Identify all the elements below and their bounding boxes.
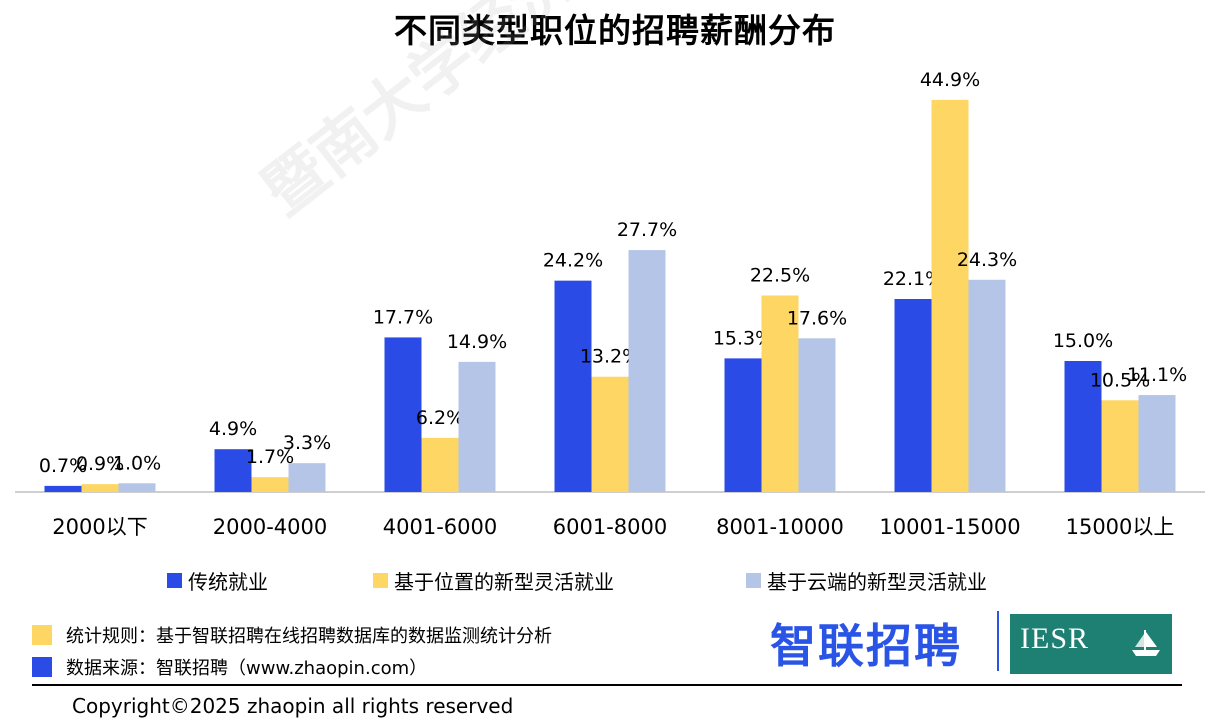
bar-4-2 bbox=[798, 338, 836, 492]
chart-title: 不同类型职位的招聘薪酬分布 bbox=[394, 11, 836, 50]
note-source-swatch bbox=[32, 657, 52, 677]
data-label-5-0: 22.1% bbox=[883, 268, 943, 290]
data-label-4-1: 22.5% bbox=[750, 265, 810, 287]
note-source-text: 数据来源：智联招聘（www.zhaopin.com） bbox=[66, 658, 428, 679]
bar-2-0 bbox=[384, 337, 422, 492]
bar-4-1 bbox=[761, 295, 799, 492]
x-tick-label-4: 8001-10000 bbox=[716, 515, 844, 539]
data-label-4-2: 17.6% bbox=[787, 307, 847, 329]
bar-5-2 bbox=[968, 279, 1006, 492]
data-label-4-0: 15.3% bbox=[713, 327, 773, 349]
data-label-0-0: 0.7% bbox=[39, 455, 87, 477]
x-tick-label-0: 2000以下 bbox=[52, 515, 147, 539]
iesr-logo: IESR bbox=[1010, 614, 1172, 674]
note-statistics-rule: 统计规则：基于智联招聘在线招聘数据库的数据监测统计分析 bbox=[32, 622, 552, 648]
bar-5-0 bbox=[894, 298, 932, 492]
legend-label-cloud-based: 基于云端的新型灵活就业 bbox=[767, 570, 987, 594]
x-tick-label-2: 4001-6000 bbox=[383, 515, 497, 539]
data-label-6-0: 15.0% bbox=[1053, 330, 1113, 352]
bar-0-1 bbox=[81, 484, 119, 492]
legend-item-cloud-based: 基于云端的新型灵活就业 bbox=[746, 566, 987, 595]
data-label-1-2: 3.3% bbox=[283, 432, 331, 454]
note-rule-swatch bbox=[32, 625, 52, 645]
bar-6-2 bbox=[1138, 395, 1176, 492]
legend-item-traditional: 传统就业 bbox=[167, 566, 268, 595]
x-tick-label-6: 15000以上 bbox=[1066, 515, 1175, 539]
legend-label-location-based: 基于位置的新型灵活就业 bbox=[394, 570, 614, 594]
bar-1-2 bbox=[288, 463, 326, 492]
legend-swatch-location-based bbox=[373, 573, 388, 588]
legend-swatch-cloud-based bbox=[746, 573, 761, 588]
legend-swatch-traditional bbox=[167, 573, 182, 588]
data-label-3-0: 24.2% bbox=[543, 250, 603, 272]
bar-3-0 bbox=[554, 280, 592, 492]
note-data-source: 数据来源：智联招聘（www.zhaopin.com） bbox=[32, 654, 427, 680]
bar-1-1 bbox=[251, 477, 289, 492]
data-label-0-2: 1.0% bbox=[113, 452, 161, 474]
ship-icon bbox=[1132, 630, 1160, 656]
data-label-6-1: 10.5% bbox=[1090, 369, 1150, 391]
data-label-3-1: 13.2% bbox=[580, 346, 640, 368]
note-rule-text: 统计规则：基于智联招聘在线招聘数据库的数据监测统计分析 bbox=[66, 626, 552, 647]
bar-3-2 bbox=[628, 250, 666, 492]
data-label-5-2: 24.3% bbox=[957, 249, 1017, 271]
bar-5-1 bbox=[931, 99, 969, 492]
x-tick-label-3: 6001-8000 bbox=[553, 515, 667, 539]
bar-3-1 bbox=[591, 376, 629, 492]
bar-0-2 bbox=[118, 483, 156, 492]
data-label-5-1: 44.9% bbox=[920, 69, 980, 91]
bar-2-2 bbox=[458, 361, 496, 492]
legend-label-traditional: 传统就业 bbox=[188, 570, 268, 594]
x-tick-label-1: 2000-4000 bbox=[213, 515, 327, 539]
x-tick-label-5: 10001-15000 bbox=[879, 515, 1020, 539]
bar-1-0 bbox=[214, 449, 252, 492]
data-label-3-2: 27.7% bbox=[617, 219, 677, 241]
data-label-2-2: 14.9% bbox=[447, 331, 507, 353]
data-label-1-1: 1.7% bbox=[246, 446, 294, 468]
chart-legend: 传统就业 基于位置的新型灵活就业 基于云端的新型灵活就业 bbox=[0, 566, 1205, 596]
bar-chart: 0.7%0.9%1.0% 2000以下 4.9% 1.7%3.3% 2000-4000 1… bbox=[15, 69, 1205, 539]
bar-0-0 bbox=[44, 485, 82, 492]
iesr-logo-text: IESR bbox=[1020, 622, 1090, 655]
data-label-1-0: 4.9% bbox=[209, 418, 257, 440]
copyright-text: Copyright©2025 zhaopin all rights reserv… bbox=[72, 694, 514, 718]
data-label-2-1: 6.2% bbox=[416, 407, 464, 429]
bar-2-1 bbox=[421, 437, 459, 492]
data-label-2-0: 17.7% bbox=[373, 306, 433, 328]
legend-item-location-based: 基于位置的新型灵活就业 bbox=[373, 566, 614, 595]
footer-divider bbox=[32, 684, 1182, 686]
logo-divider bbox=[997, 611, 999, 671]
bar-6-1 bbox=[1101, 400, 1139, 492]
zhaopin-logo: 智联招聘 bbox=[770, 619, 962, 673]
data-label-0-1: 0.9% bbox=[76, 453, 124, 475]
bar-4-0 bbox=[724, 358, 762, 492]
bar-6-0 bbox=[1064, 361, 1102, 492]
data-label-6-2: 11.1% bbox=[1127, 364, 1187, 386]
